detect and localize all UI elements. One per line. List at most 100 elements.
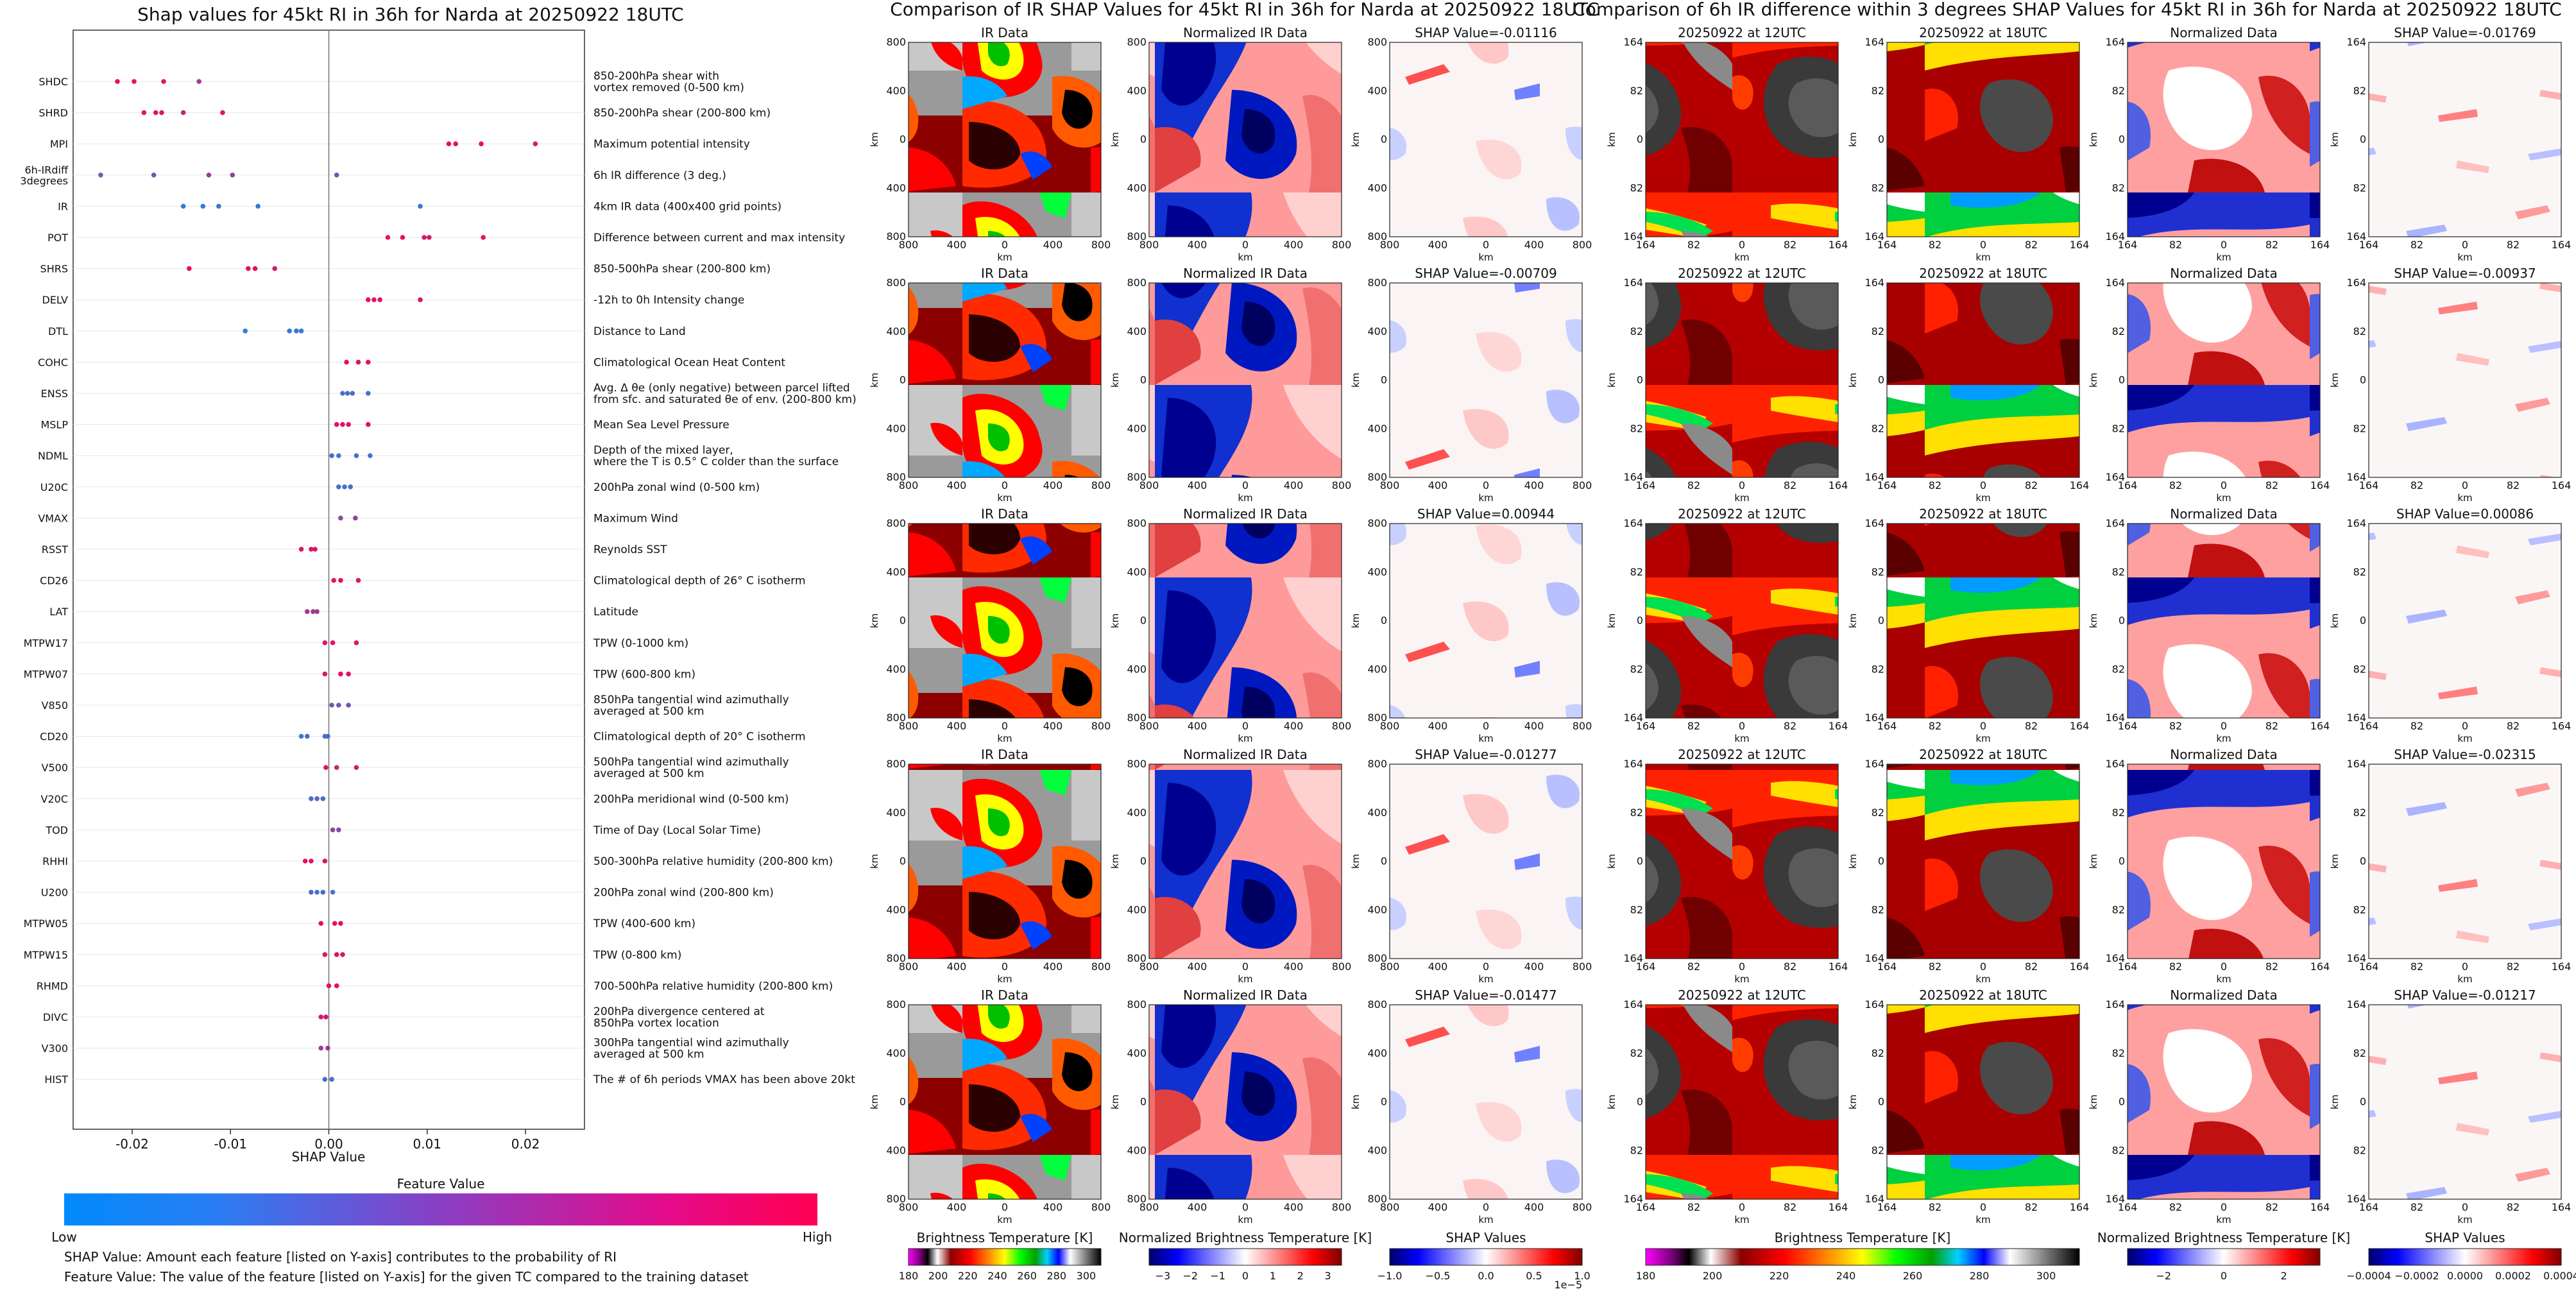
- panel-x-tick: 82: [2265, 720, 2278, 732]
- panel-y-tick: 164: [2346, 1193, 2366, 1205]
- panel-x-tick: 82: [2025, 1201, 2038, 1213]
- feature-name-label: MTPW17: [24, 637, 68, 649]
- panel-x-tick: 164: [2310, 960, 2330, 973]
- panel-y-label: km: [2329, 854, 2341, 869]
- panel-y-tick: 0: [1140, 855, 1147, 867]
- panel-y-tick: 0: [1637, 133, 1643, 146]
- colorbar-tick: 1.0: [1574, 1270, 1590, 1282]
- panel-x-tick: 0: [2462, 1201, 2468, 1213]
- feature-description-label: 850hPa vortex location: [593, 1017, 719, 1030]
- panel-y-tick: 82: [1872, 1047, 1884, 1059]
- panel-y-tick: 800: [1127, 517, 1147, 529]
- panel-y-tick: 0: [2119, 615, 2125, 627]
- shap-point: [338, 577, 343, 583]
- panel-x-label: km: [1478, 1214, 1493, 1225]
- panel-x-tick: 164: [2070, 479, 2090, 491]
- panel-y-tick: 82: [1630, 1144, 1643, 1156]
- panel-y-tick: 0: [900, 133, 906, 146]
- panel-x-tick: 82: [2410, 720, 2423, 732]
- panel-title: SHAP Value=-0.01769: [2394, 25, 2536, 40]
- panel-y-tick: 0: [1637, 1096, 1643, 1108]
- panel-x-label: km: [2216, 252, 2231, 263]
- panel-y-tick: 0: [900, 1096, 906, 1108]
- panel-y-tick: 800: [886, 998, 906, 1011]
- panel-y-tick: 800: [1367, 758, 1387, 770]
- shap-point: [115, 79, 120, 84]
- panel-y-tick: 0: [1381, 133, 1387, 146]
- panel-y-tick: 400: [1127, 1144, 1147, 1156]
- panel-y-label: km: [1606, 132, 1617, 147]
- panel-title: SHAP Value=-0.01116: [1415, 25, 1557, 40]
- panel-y-tick: 164: [1864, 1193, 1884, 1205]
- panel-image: [2127, 764, 2321, 959]
- colorbar-label: Brightness Temperature [K]: [917, 1230, 1093, 1245]
- panel-image: [2368, 523, 2562, 719]
- panel-x-tick: 800: [899, 960, 919, 973]
- panel-y-tick: 800: [886, 1193, 906, 1205]
- shap-point: [320, 796, 326, 801]
- panel-y-label: km: [1606, 1095, 1617, 1109]
- panel-title: 20250922 at 18UTC: [1919, 987, 2047, 1003]
- panel-y-tick: 400: [1367, 1144, 1387, 1156]
- shap-point: [346, 703, 351, 708]
- panel-y-tick: 800: [886, 471, 906, 483]
- panel-x-tick: 82: [2025, 239, 2038, 251]
- panel-image: [1886, 523, 2080, 719]
- shap-point: [334, 952, 339, 957]
- panel-y-tick: 0: [2360, 615, 2366, 627]
- panel-x-tick: 82: [2507, 960, 2520, 973]
- panel-x-tick: 0: [1242, 479, 1249, 491]
- panel-title: 20250922 at 12UTC: [1678, 987, 1806, 1003]
- feature-name-label: MTPW07: [24, 668, 68, 680]
- shap-point: [336, 453, 341, 458]
- panel-y-tick: 164: [1864, 712, 1884, 724]
- shap-point: [427, 235, 432, 240]
- panel-x-tick: 164: [2359, 720, 2379, 732]
- panel-x-tick: 800: [1332, 239, 1352, 251]
- feature-name-label: V300: [42, 1043, 68, 1055]
- shap-point: [355, 577, 361, 583]
- feature-name-label: ENSS: [41, 388, 68, 400]
- panel-image: [1389, 523, 1583, 719]
- panel-y-label: km: [1350, 613, 1361, 628]
- panel-x-label: km: [1238, 973, 1252, 985]
- panel-x-tick: 164: [1636, 239, 1656, 251]
- panel-y-tick: 0: [2119, 855, 2125, 867]
- panel-y-tick: 164: [2105, 952, 2125, 964]
- panel-x-tick: 82: [1784, 960, 1796, 973]
- shap-point: [330, 827, 336, 833]
- shap-point: [354, 453, 359, 458]
- panel-y-tick: 164: [2105, 230, 2125, 243]
- panel-y-tick: 800: [1367, 998, 1387, 1011]
- panel-x-label: km: [1975, 973, 1990, 985]
- panel-x-tick: 82: [2265, 239, 2278, 251]
- panel-y-label: km: [1350, 1095, 1361, 1109]
- shap-point: [309, 858, 314, 864]
- panel-image: [1886, 1004, 2080, 1200]
- panel-x-tick: 0: [1483, 960, 1489, 973]
- panel-y-tick: 164: [2105, 998, 2125, 1011]
- feature-description-label: 500-300hPa relative humidity (200-800 km…: [593, 855, 833, 868]
- panel-y-tick: 800: [1367, 1193, 1387, 1205]
- colorbar-tick: −3: [1156, 1270, 1171, 1282]
- panel-y-tick: 400: [1367, 85, 1387, 97]
- panel-y-label: km: [1109, 854, 1121, 869]
- panel-y-tick: 800: [1367, 712, 1387, 724]
- panel-x-tick: 800: [1139, 239, 1159, 251]
- panel-y-tick: 800: [1367, 277, 1387, 289]
- feature-description-label: TPW (400-600 km): [593, 918, 695, 930]
- panel-y-label: km: [1350, 854, 1361, 869]
- panel-x-label: km: [1238, 252, 1252, 263]
- panel-y-label: km: [1109, 613, 1121, 628]
- panel-title: 20250922 at 18UTC: [1919, 25, 2047, 40]
- panel-image: [2368, 42, 2562, 237]
- shap-point: [332, 921, 337, 926]
- panel-x-tick: 800: [1332, 720, 1352, 732]
- panel-y-tick: 0: [2119, 374, 2125, 386]
- panel-x-tick: 82: [2507, 479, 2520, 491]
- panel-x-tick: 800: [899, 1201, 919, 1213]
- panel-x-tick: 800: [1573, 1201, 1592, 1213]
- colorbar-tick: 260: [1903, 1270, 1923, 1282]
- panel-x-tick: 800: [899, 239, 919, 251]
- feature-description-label: 200hPa zonal wind (0-500 km): [593, 481, 760, 494]
